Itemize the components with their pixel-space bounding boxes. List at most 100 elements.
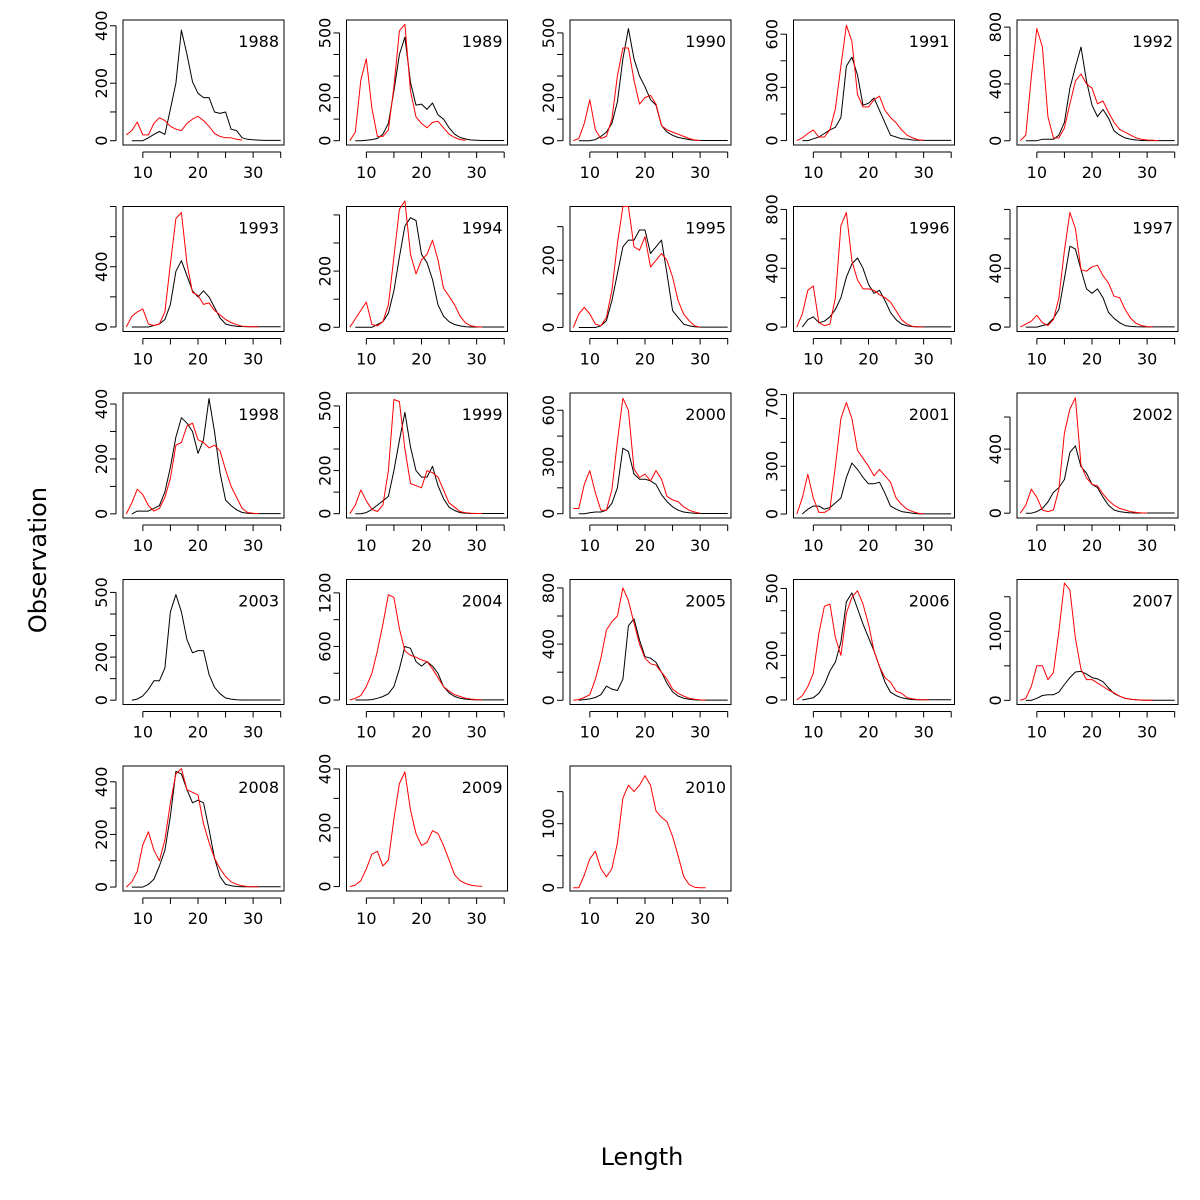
x-axis: 10 20 30	[803, 711, 952, 742]
x-tick-label: 20	[858, 163, 878, 182]
series-line-red	[573, 587, 706, 701]
y-tick-label: 0	[539, 883, 558, 893]
x-axis: 10 20 30	[133, 338, 282, 369]
y-axis: 0 200 400	[92, 389, 117, 519]
x-axis: 10 20 30	[1027, 711, 1176, 742]
y-tick-label: 0	[539, 509, 558, 519]
y-tick-label: 0	[92, 882, 111, 892]
x-tick-label: 20	[188, 909, 208, 928]
panel-2005: 10 20 30 0 400 800 2005	[539, 573, 732, 742]
y-tick-label: 0	[316, 322, 335, 332]
y-tick-label: 200	[316, 455, 335, 486]
y-axis: 0 400 800	[986, 12, 1011, 146]
y-tick-label: 0	[986, 695, 1005, 705]
x-axis: 10 20 30	[803, 338, 952, 369]
x-axis: 10 20 30	[580, 897, 729, 928]
y-tick-label: 400	[92, 251, 111, 282]
y-tick-label: 600	[763, 19, 782, 50]
y-tick-label: 0	[316, 136, 335, 146]
x-axis: 10 20 30	[133, 151, 282, 182]
x-axis: 10 20 30	[1027, 524, 1176, 555]
x-tick-label: 30	[466, 163, 486, 182]
x-tick-label: 10	[1027, 536, 1047, 555]
y-tick-label: 200	[316, 812, 335, 843]
x-tick-label: 10	[356, 163, 376, 182]
x-tick-label: 10	[133, 536, 153, 555]
panel-1996: 10 20 30 0 400 800 1996	[763, 194, 955, 369]
series-line-red	[125, 422, 259, 515]
panel-frame	[793, 392, 955, 519]
x-tick-label: 10	[580, 723, 600, 742]
y-axis: 0 200 500	[539, 18, 564, 146]
y-tick-label: 400	[92, 10, 111, 41]
panel-year-label: 1988	[238, 32, 279, 51]
x-tick-label: 30	[243, 723, 263, 742]
panel-frame	[122, 19, 285, 146]
x-tick-label: 20	[411, 163, 431, 182]
x-axis: 10 20 30	[133, 897, 282, 928]
series-line-red	[125, 768, 259, 888]
y-tick-label: 400	[986, 434, 1005, 465]
series-line-black	[1025, 46, 1175, 142]
x-tick-label: 30	[243, 350, 263, 369]
panel-2004: 10 20 30 0 600 1200 2004	[316, 573, 508, 742]
y-tick-label: 600	[539, 395, 558, 426]
x-axis: 10 20 30	[580, 524, 729, 555]
x-tick-label: 30	[690, 723, 710, 742]
series-line-black	[1025, 670, 1175, 701]
series-line-black	[1025, 445, 1175, 514]
y-tick-label: 0	[763, 322, 782, 332]
panel-year-label: 1990	[685, 32, 726, 51]
y-tick-label: 400	[92, 389, 111, 420]
y-tick-label: 600	[316, 631, 335, 662]
panel-frame	[346, 579, 508, 705]
y-tick-label: 0	[986, 136, 1005, 146]
x-axis: 10 20 30	[356, 338, 505, 369]
y-tick-label: 100	[539, 808, 558, 839]
panel-year-label: 1991	[909, 32, 950, 51]
panel-year-label: 2002	[1132, 405, 1173, 424]
x-tick-label: 30	[690, 163, 710, 182]
y-tick-label: 400	[92, 767, 111, 798]
panel-frame	[122, 579, 285, 705]
x-tick-label: 20	[1082, 723, 1102, 742]
panel-frame	[346, 765, 508, 892]
panel-year-label: 1996	[909, 219, 950, 238]
panel-year-label: 1997	[1132, 219, 1173, 238]
x-tick-label: 20	[188, 536, 208, 555]
y-axis: 0 200 500	[763, 573, 787, 705]
series-line-red	[796, 402, 924, 515]
x-tick-label: 20	[635, 536, 655, 555]
panel-year-label: 2000	[685, 405, 726, 424]
y-tick-label: 1200	[316, 573, 335, 614]
x-tick-label: 30	[466, 723, 486, 742]
y-axis: 0 200	[316, 214, 340, 332]
y-axis: 0 300 600	[763, 19, 787, 146]
x-tick-label: 10	[133, 163, 153, 182]
x-tick-label: 30	[690, 350, 710, 369]
x-tick-label: 30	[1137, 350, 1157, 369]
panel-frame	[346, 392, 508, 519]
panel-1989: 10 20 30 0 200 500 1989	[316, 18, 508, 182]
y-tick-label: 0	[986, 508, 1005, 518]
x-tick-label: 10	[356, 909, 376, 928]
y-tick-label: 200	[316, 256, 335, 287]
y-tick-label: 0	[763, 695, 782, 705]
series-line-red	[1019, 397, 1148, 514]
x-tick-label: 10	[356, 350, 376, 369]
x-tick-label: 10	[803, 536, 823, 555]
panel-year-label: 1994	[462, 219, 503, 238]
x-tick-label: 10	[580, 909, 600, 928]
y-tick-label: 300	[539, 447, 558, 478]
series-line-black	[1025, 245, 1175, 328]
y-tick-label: 0	[92, 322, 111, 332]
x-tick-label: 20	[1082, 163, 1102, 182]
panel-2009: 10 20 30 0 200 400 2009	[316, 754, 508, 928]
series-line-black	[802, 56, 952, 142]
panel-2002: 10 20 30 0 400 2002	[986, 392, 1179, 555]
y-tick-label: 400	[539, 629, 558, 660]
y-tick-label: 0	[92, 509, 111, 519]
y-tick-label: 200	[539, 245, 558, 276]
y-tick-label: 400	[316, 754, 335, 785]
